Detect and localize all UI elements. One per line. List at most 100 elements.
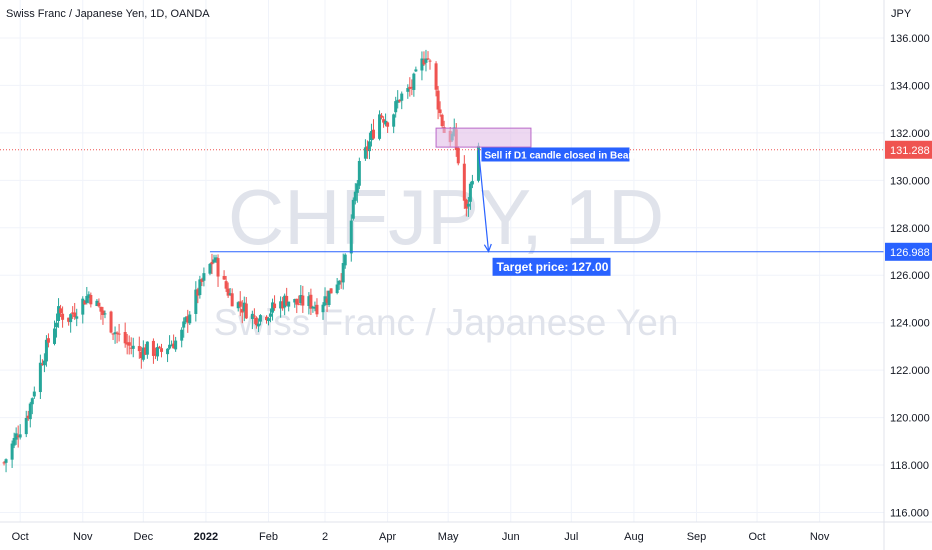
candle-body: [186, 316, 190, 323]
candle-body: [341, 263, 345, 283]
price-tick-label: 116.000: [890, 508, 929, 520]
price-tick-label: 134.000: [890, 80, 930, 92]
candle-body: [476, 145, 480, 181]
candle-body: [196, 289, 200, 296]
candle-body: [103, 313, 107, 315]
target-arrow-line[interactable]: [477, 149, 490, 252]
candle-body: [440, 114, 444, 127]
candle-body: [55, 322, 59, 328]
candle-body: [18, 434, 22, 438]
candle-body: [67, 317, 71, 322]
candle-body: [424, 58, 428, 63]
time-tick-label: Sep: [687, 531, 707, 543]
candle-body: [240, 309, 244, 313]
candle-body: [153, 354, 157, 356]
price-axis-panel[interactable]: [884, 0, 932, 550]
candle-body: [267, 318, 271, 321]
price-tick-label: 126.000: [890, 270, 930, 282]
candle-body: [363, 147, 367, 159]
candle-body: [188, 314, 192, 324]
candle-body: [269, 313, 273, 317]
target-price-tag: [885, 242, 932, 261]
candle-body: [468, 183, 472, 202]
candle-body: [349, 220, 353, 254]
target-price-tag-text: 126.988: [890, 247, 930, 259]
candle-body: [123, 332, 127, 344]
candle-body: [166, 348, 170, 355]
candle-body: [200, 279, 204, 282]
watermark-name: Swiss Franc / Japanese Yen: [214, 302, 679, 343]
candle-body: [89, 295, 93, 305]
candle-body: [145, 341, 149, 355]
candle-body: [273, 303, 277, 309]
candle-body: [353, 191, 357, 201]
candle-body: [244, 303, 248, 319]
candle-body: [420, 58, 424, 71]
candle-body: [83, 300, 87, 305]
candle-body: [412, 73, 416, 90]
candle-body: [436, 90, 440, 110]
candle-body: [309, 294, 313, 309]
sell-note-box[interactable]: [481, 147, 630, 162]
candle-body: [386, 122, 390, 127]
supply-zone[interactable]: [435, 127, 532, 148]
candle-body: [434, 63, 438, 90]
candle-body: [101, 310, 105, 315]
candle-body: [97, 302, 101, 307]
candle-body: [378, 114, 382, 139]
candle-body: [337, 280, 341, 285]
time-tick-label: Jun: [502, 531, 520, 543]
candle-body: [230, 293, 234, 307]
candle-body: [428, 60, 432, 62]
candle-body: [4, 459, 8, 463]
candle-body: [53, 328, 57, 344]
candle-body: [343, 254, 347, 266]
candle-body: [464, 199, 468, 209]
candle-body: [174, 340, 178, 350]
candle-body: [87, 294, 91, 299]
candle-body: [212, 259, 216, 263]
candle-body: [208, 263, 212, 274]
candle-body: [127, 342, 131, 346]
symbol-title: Swiss Franc / Japanese Yen, 1D, OANDA: [6, 8, 210, 20]
candle-body: [256, 323, 260, 327]
candle-body: [242, 302, 246, 312]
time-tick-label: Apr: [379, 531, 396, 543]
candle-body: [40, 364, 44, 366]
price-tick-label: 124.000: [890, 318, 930, 330]
candle-body: [214, 257, 218, 261]
candle-body: [236, 302, 240, 309]
candle-body: [250, 313, 254, 319]
candle-body: [307, 296, 311, 306]
candle-body: [394, 101, 398, 113]
candle-body: [301, 295, 305, 306]
candle-body: [170, 344, 174, 347]
candle-body: [365, 146, 369, 151]
candle-body: [414, 69, 418, 72]
candle-body: [315, 304, 319, 315]
candle-body: [16, 435, 20, 438]
candle-body: [14, 433, 18, 440]
candle-body: [210, 261, 214, 265]
target-note-box[interactable]: [492, 257, 611, 276]
candle-body: [369, 131, 373, 141]
candle-body: [357, 160, 361, 186]
candle-body: [400, 93, 404, 101]
candle-body: [99, 306, 103, 312]
candle-body: [26, 415, 30, 419]
candle-body: [271, 302, 275, 313]
candle-body: [254, 317, 258, 326]
candle-body: [224, 281, 228, 289]
candle-body: [406, 88, 410, 92]
candle-body: [157, 346, 161, 348]
candle-body: [295, 298, 299, 305]
target-note-text: Target price: 127.00: [497, 260, 609, 274]
candle-body: [95, 300, 99, 307]
candle-body: [456, 148, 460, 164]
candle-body: [438, 109, 442, 113]
candle-body: [252, 315, 256, 317]
candle-body: [57, 306, 61, 321]
current-price-tag-text: 131.288: [890, 145, 930, 157]
